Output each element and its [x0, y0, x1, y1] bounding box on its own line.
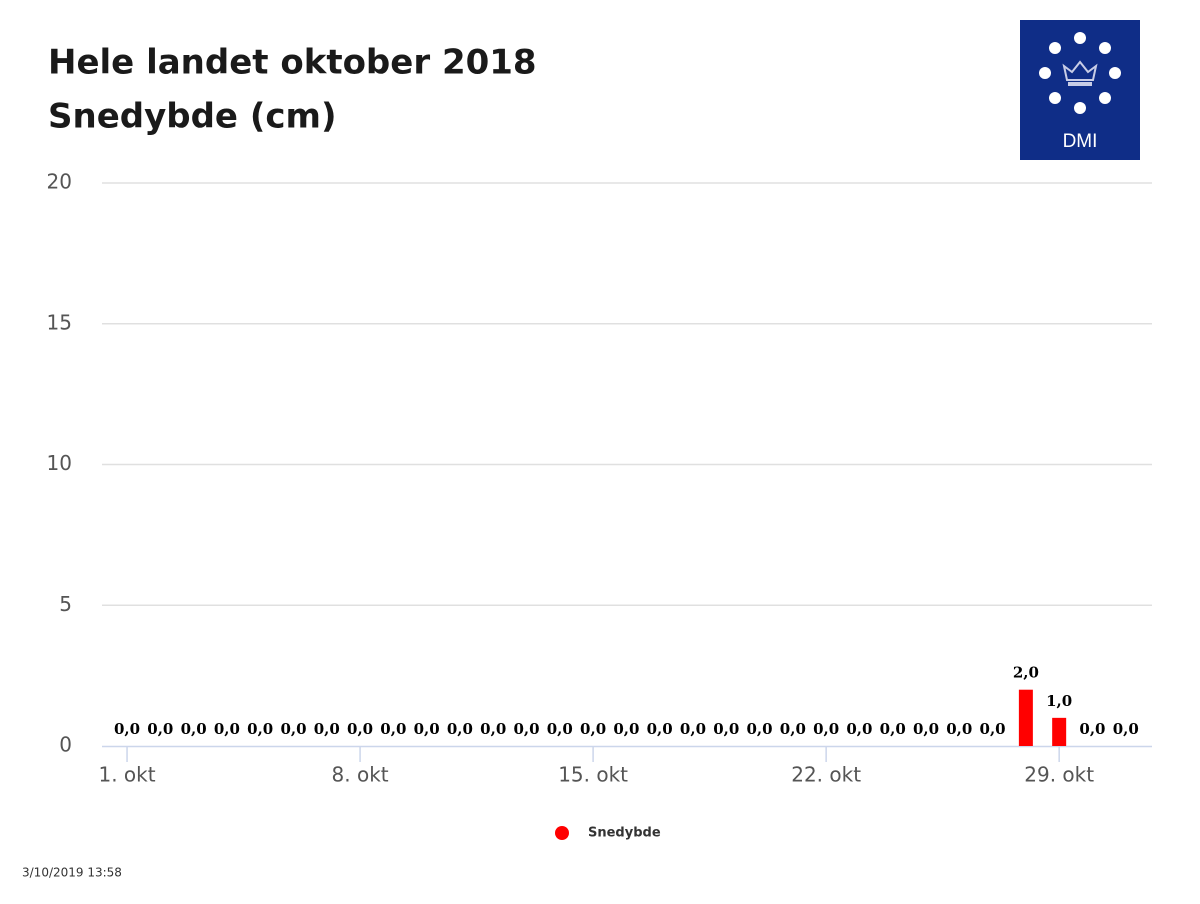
data-label: 0,0	[280, 720, 306, 738]
data-label: 0,0	[414, 720, 440, 738]
chart-title: Hele landet oktober 2018	[48, 43, 537, 83]
legend-marker	[555, 826, 569, 840]
x-tick-label: 29. okt	[1024, 763, 1094, 787]
chart-subtitle: Snedybde (cm)	[48, 97, 337, 137]
data-label: 0,0	[1079, 720, 1105, 738]
data-label: 0,0	[380, 720, 406, 738]
logo-text: DMI	[1063, 131, 1098, 152]
y-tick-label: 5	[59, 592, 72, 616]
data-label: 0,0	[447, 720, 473, 738]
logo: DMI	[1020, 20, 1140, 160]
y-tick-label: 15	[47, 310, 72, 334]
data-label: 0,0	[747, 720, 773, 738]
data-label: 0,0	[613, 720, 639, 738]
logo-crown	[1062, 60, 1098, 81]
data-label: 0,0	[913, 720, 939, 738]
data-label: 0,0	[547, 720, 573, 738]
data-label: 0,0	[980, 720, 1006, 738]
logo-dot	[1074, 32, 1086, 44]
y-tick-label: 20	[47, 170, 72, 194]
logo-dot	[1109, 67, 1121, 79]
data-label: 0,0	[713, 720, 739, 738]
y-tick-label: 10	[47, 451, 72, 475]
logo-dot	[1099, 92, 1111, 104]
x-tick-label: 1. okt	[98, 763, 155, 787]
x-tick-label: 15. okt	[558, 763, 628, 787]
data-label: 1,0	[1046, 692, 1072, 710]
logo-dot	[1049, 42, 1061, 54]
data-label: 0,0	[846, 720, 872, 738]
data-label: 0,0	[214, 720, 240, 738]
bar	[1018, 689, 1033, 746]
data-label: 0,0	[647, 720, 673, 738]
x-tick-label: 8. okt	[332, 763, 389, 787]
data-label: 0,0	[181, 720, 207, 738]
logo-dot	[1099, 42, 1111, 54]
data-label: 0,0	[114, 720, 140, 738]
data-label: 0,0	[480, 720, 506, 738]
y-tick-label: 0	[59, 733, 72, 757]
legend-label: Snedybde	[588, 826, 661, 841]
data-label: 0,0	[813, 720, 839, 738]
data-label: 0,0	[780, 720, 806, 738]
bar	[1052, 717, 1067, 746]
data-label: 0,0	[880, 720, 906, 738]
logo-dot	[1074, 102, 1086, 114]
logo-dot	[1049, 92, 1061, 104]
data-label: 0,0	[147, 720, 173, 738]
footer-timestamp: 3/10/2019 13:58	[22, 866, 122, 880]
data-label: 0,0	[347, 720, 373, 738]
data-label: 0,0	[1113, 720, 1139, 738]
data-label: 0,0	[680, 720, 706, 738]
logo-crown-base	[1068, 82, 1092, 86]
data-label: 2,0	[1013, 664, 1039, 682]
x-tick-label: 22. okt	[791, 763, 861, 787]
data-label: 0,0	[314, 720, 340, 738]
data-label: 0,0	[946, 720, 972, 738]
logo-dot	[1039, 67, 1051, 79]
data-label: 0,0	[513, 720, 539, 738]
data-label: 0,0	[247, 720, 273, 738]
data-label: 0,0	[580, 720, 606, 738]
